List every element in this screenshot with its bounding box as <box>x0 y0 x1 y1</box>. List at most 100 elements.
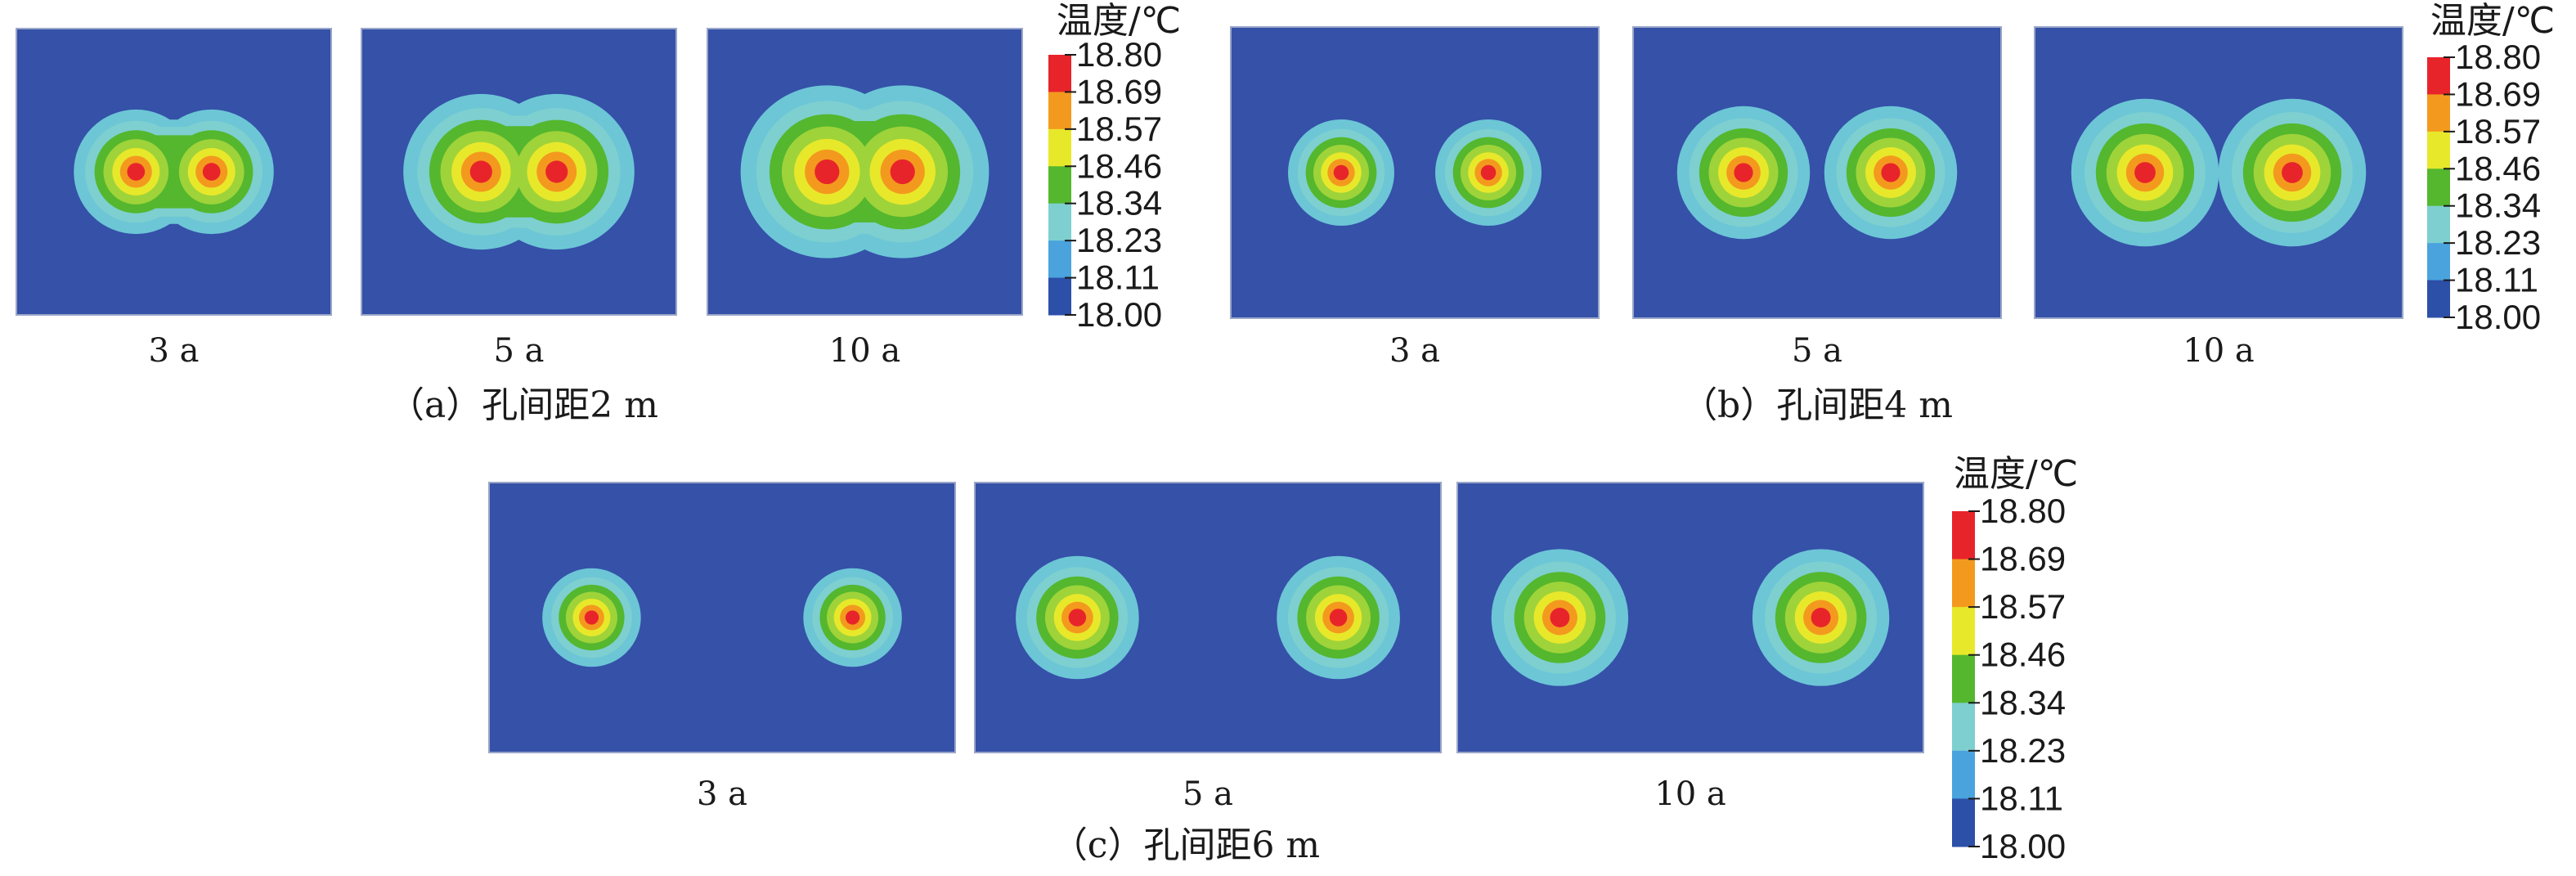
chart-a <box>16 28 1076 316</box>
temperature-contour <box>1734 163 1753 182</box>
colorbar-tick-label: 18.69 <box>2455 74 2541 113</box>
temperature-contour <box>2134 162 2156 183</box>
temperature-contour <box>2282 162 2303 183</box>
temperature-contour <box>545 160 568 183</box>
colorbar-tick-label: 18.34 <box>2455 186 2541 225</box>
temperature-contour <box>1550 608 1570 627</box>
colorbar-swatch <box>1048 240 1071 279</box>
colorbar-swatch <box>1048 128 1071 167</box>
colorbar-tick-label: 18.80 <box>1076 35 1162 74</box>
colorbar-tick-label: 18.00 <box>1076 295 1162 334</box>
temperature-contour <box>1881 163 1901 182</box>
colorbar-swatch <box>2427 131 2450 169</box>
colorbar-tick-label: 18.11 <box>1076 258 1160 297</box>
chart-caption: （c）孔间距6 m <box>1052 824 1320 866</box>
colorbar <box>2427 56 2455 318</box>
heatmap-panel <box>707 28 1023 316</box>
temperature-contour <box>127 163 146 181</box>
panel-frame <box>974 482 1442 753</box>
panel-label: 5 a <box>1792 332 1842 370</box>
chart-caption: （a）孔间距2 m <box>388 384 658 426</box>
chart-caption: （b）孔间距4 m <box>1681 384 1953 426</box>
heatmap-panel <box>1632 26 2002 319</box>
colorbar-tick-label: 18.80 <box>1980 492 2066 530</box>
panel-frame <box>2034 26 2403 319</box>
colorbar-tick-label: 18.46 <box>1980 636 2066 674</box>
panel-frame <box>707 28 1023 316</box>
colorbar <box>1048 54 1076 316</box>
colorbar-swatch <box>2427 94 2450 133</box>
colorbar-tick-label: 18.57 <box>1076 110 1162 148</box>
colorbar-swatch <box>1048 277 1071 316</box>
panel-label: 5 a <box>1183 775 1233 813</box>
colorbar-tick-label: 18.80 <box>2455 38 2541 76</box>
temperature-contour <box>815 159 840 185</box>
colorbar-tick-label: 18.34 <box>1980 683 2066 721</box>
colorbar-tick-label: 18.69 <box>1980 540 2066 578</box>
colorbar-unit-label: 温度/℃ <box>1954 453 2078 495</box>
colorbar-tick-label: 18.46 <box>2455 149 2541 187</box>
temperature-contour <box>1068 609 1087 627</box>
panel-label: 5 a <box>493 332 544 370</box>
colorbar-swatch <box>1952 750 1975 799</box>
colorbar <box>1952 510 1980 847</box>
colorbar-tick-label: 18.00 <box>1980 827 2066 865</box>
temperature-contour <box>890 159 915 185</box>
colorbar-tick-label: 18.46 <box>1076 146 1162 185</box>
heatmap-panel <box>488 482 956 753</box>
panel-label: 3 a <box>697 775 747 813</box>
chart-c <box>488 482 1980 847</box>
colorbar-tick-label: 18.34 <box>1076 184 1162 222</box>
colorbar-swatch <box>2427 280 2450 318</box>
colorbar-swatch <box>1048 92 1071 130</box>
colorbar-unit-label: 温度/℃ <box>2430 0 2555 42</box>
heatmap-panel <box>361 28 677 316</box>
temperature-contour <box>1480 164 1497 181</box>
panel-label: 10 a <box>829 332 900 370</box>
colorbar-swatch <box>2427 243 2450 281</box>
temperature-contour <box>1329 609 1348 627</box>
colorbar-tick-label: 18.23 <box>1076 221 1162 259</box>
colorbar-tick-label: 18.11 <box>2455 261 2538 299</box>
panel-frame <box>1632 26 2002 319</box>
panel-frame <box>16 28 332 316</box>
colorbar-tick-label: 18.23 <box>1980 731 2066 770</box>
panel-label: 3 a <box>148 332 199 370</box>
colorbar-tick-label: 18.00 <box>2455 298 2541 336</box>
heatmap-panel <box>1230 26 1600 319</box>
panel-label: 3 a <box>1389 332 1440 370</box>
colorbar-swatch <box>1952 511 1975 560</box>
temperature-contour <box>202 163 221 181</box>
heatmap-panel <box>974 482 1442 753</box>
panel-label: 10 a <box>1654 775 1726 813</box>
colorbar-swatch <box>2427 57 2450 95</box>
panel-frame <box>1230 26 1600 319</box>
temperature-contour <box>845 610 860 625</box>
colorbar-swatch <box>1048 55 1071 92</box>
temperature-contour <box>1333 164 1349 181</box>
colorbar-swatch <box>2427 168 2450 207</box>
colorbar-swatch <box>2427 205 2450 244</box>
colorbar-swatch <box>1048 203 1071 241</box>
colorbar-swatch <box>1952 654 1975 703</box>
panel-frame <box>488 482 956 753</box>
colorbar-tick-label: 18.69 <box>1076 72 1162 110</box>
temperature-contour <box>584 610 599 625</box>
colorbar-tick-label: 18.57 <box>2455 112 2541 150</box>
colorbar-unit-label: 温度/℃ <box>1057 0 1181 42</box>
heatmap-panel <box>16 28 332 316</box>
colorbar-swatch <box>1048 166 1071 204</box>
colorbar-swatch <box>1952 798 1975 847</box>
heatmap-panel <box>1456 482 1924 753</box>
colorbar-tick-label: 18.57 <box>1980 587 2066 626</box>
heatmap-background <box>1231 27 1599 318</box>
heatmap-panel <box>2034 26 2403 319</box>
temperature-contour <box>469 160 492 183</box>
colorbar-swatch <box>1952 607 1975 656</box>
panel-frame <box>361 28 677 316</box>
panel-label: 10 a <box>2183 332 2254 370</box>
colorbar-swatch <box>1952 559 1975 608</box>
chart-b <box>1230 26 2455 319</box>
colorbar-swatch <box>1952 703 1975 752</box>
